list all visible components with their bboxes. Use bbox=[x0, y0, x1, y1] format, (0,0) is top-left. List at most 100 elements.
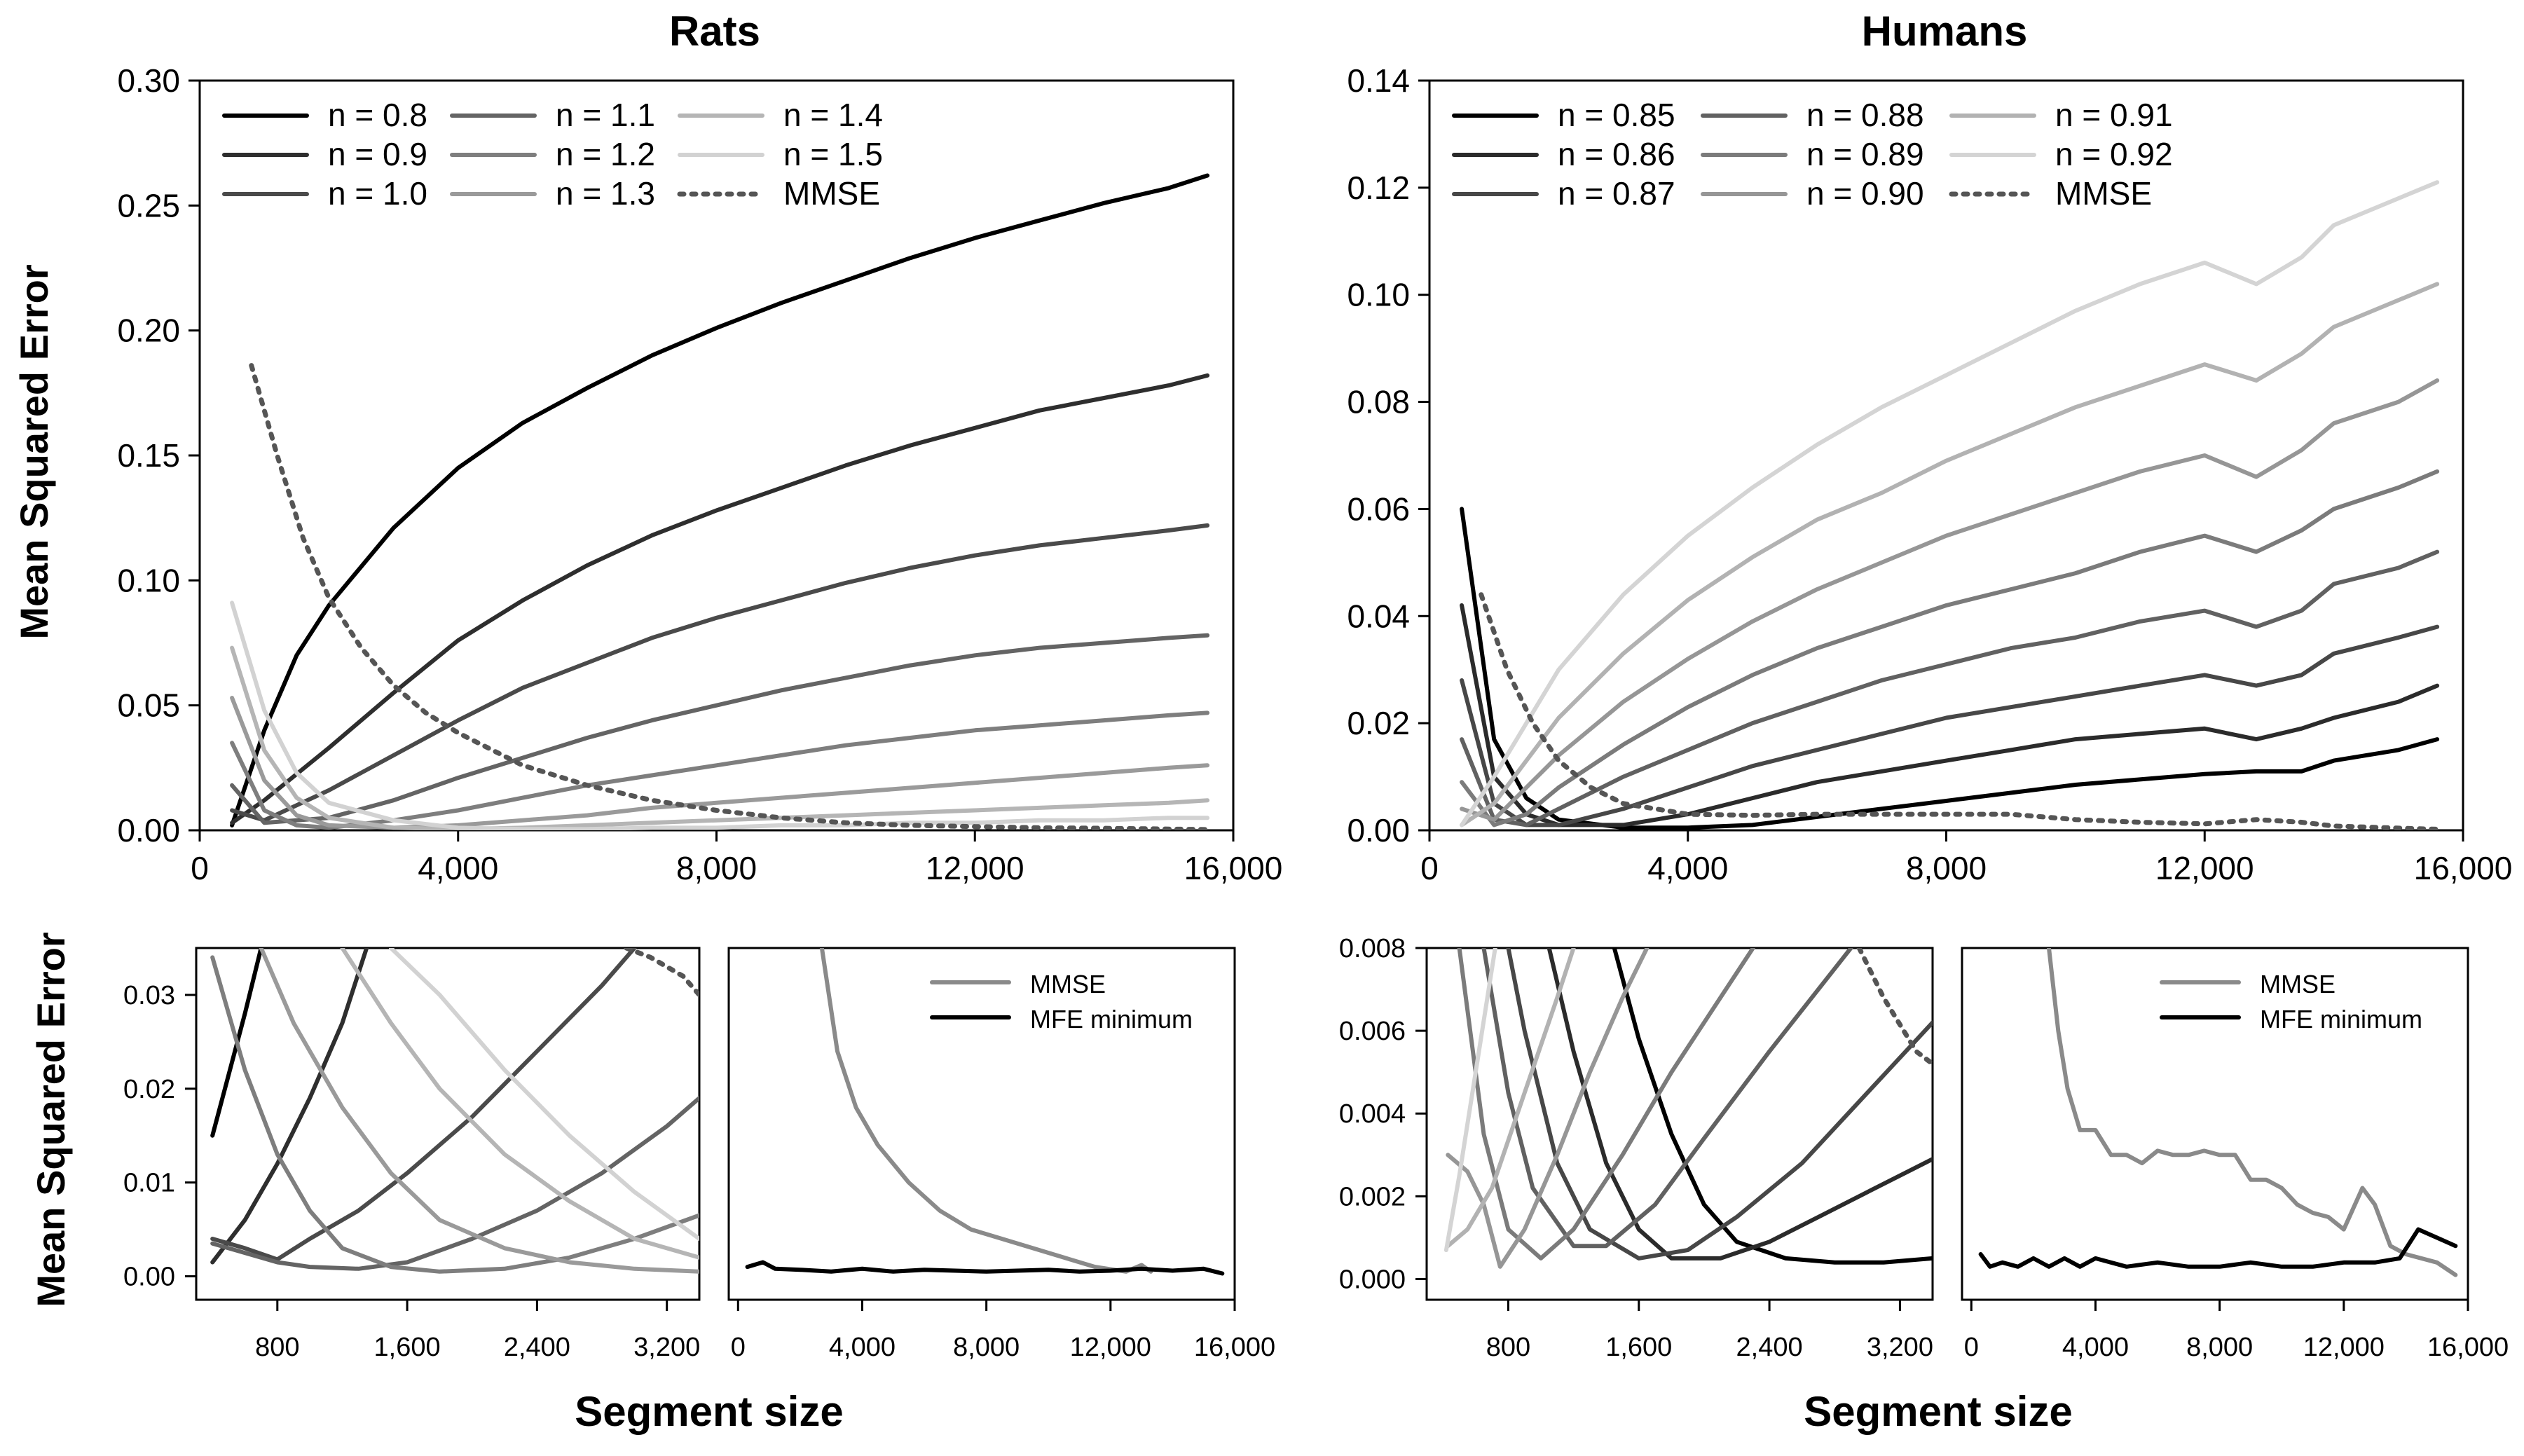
series-line-n-0-91 bbox=[1446, 948, 1576, 1249]
x-tick-label: 0 bbox=[1964, 1333, 1979, 1362]
panel-humans_zoom_left: 800 1,600 2,400 3,200 0.000 0.002 0.004 0.006 0.… bbox=[1339, 934, 1934, 1362]
x-tick-label: 2,400 bbox=[1736, 1333, 1803, 1362]
x-tick-label: 8,000 bbox=[1906, 850, 1987, 886]
series-line-n-0-88 bbox=[1460, 549, 2440, 827]
legend-label: MMSE bbox=[783, 175, 880, 212]
series-line-n-1-0 bbox=[230, 523, 1210, 823]
series-line-n-0-9 bbox=[230, 373, 1210, 825]
x-tick-label: 0 bbox=[191, 850, 209, 886]
panel-rats_zoom_right: 0 4,000 8,000 12,000 16,000 MMSE MFE minimum bbox=[727, 947, 1275, 1362]
y-tick-label: 0.30 bbox=[117, 62, 180, 99]
legend-label: n = 0.9 bbox=[328, 136, 427, 172]
series-line-n-0-90 bbox=[1446, 948, 1649, 1269]
y-axis-label-bottom: Mean Squared Error bbox=[29, 932, 73, 1307]
x-tick-label: 3,200 bbox=[1867, 1333, 1933, 1362]
x-tick-label: 1,600 bbox=[374, 1333, 441, 1362]
plot-frame bbox=[1425, 947, 1934, 1301]
series-line-n-0-87 bbox=[1506, 948, 1933, 1261]
series-line-n-0-88 bbox=[1481, 948, 1853, 1249]
x-tick-label: 12,000 bbox=[1070, 1333, 1151, 1362]
y-tick-label: 0.02 bbox=[1347, 705, 1410, 741]
x-tick-label: 8,000 bbox=[953, 1333, 1020, 1362]
x-tick-label: 800 bbox=[255, 1333, 299, 1362]
panel-rats_zoom_left: 800 1,600 2,400 3,200 0.00 0.01 0.02 0.03 bbox=[123, 947, 701, 1362]
panel-rats_main: 0 4,000 8,000 12,000 16,000 0.00 0.05 0.10 0.15 0… bbox=[117, 62, 1282, 886]
x-tick-label: 3,200 bbox=[633, 1333, 700, 1362]
y-tick-label: 0.14 bbox=[1347, 62, 1410, 99]
y-tick-label: 0.008 bbox=[1339, 934, 1406, 963]
x-tick-label: 800 bbox=[1486, 1333, 1530, 1362]
plot-frame bbox=[1961, 947, 2469, 1301]
y-tick-label: 0.00 bbox=[117, 812, 180, 849]
x-tick-label: 2,400 bbox=[504, 1333, 570, 1362]
series-line-n-1-2 bbox=[210, 955, 699, 1274]
legend-label: n = 1.5 bbox=[783, 136, 883, 172]
legend: n = 0.8n = 0.9n = 1.0n = 1.1n = 1.2n = 1… bbox=[222, 97, 883, 212]
y-tick-label: 0.08 bbox=[1347, 384, 1410, 420]
y-tick-label: 0.12 bbox=[1347, 170, 1410, 206]
series-line-n-1-1 bbox=[230, 633, 1210, 825]
x-axis-label-humans: Segment size bbox=[1804, 1388, 2072, 1435]
series-line-n-0-87 bbox=[1460, 624, 2440, 827]
x-tick-label: 16,000 bbox=[2427, 1333, 2509, 1362]
x-tick-label: 16,000 bbox=[2414, 850, 2513, 886]
series-line-n-0-85 bbox=[1612, 948, 1933, 1265]
x-tick-label: 12,000 bbox=[926, 850, 1024, 886]
series-line-mfe-minimum bbox=[745, 1260, 1225, 1276]
legend: MMSE MFE minimum bbox=[2160, 970, 2422, 1033]
series-line-n-0-92 bbox=[1443, 948, 1497, 1253]
rats-title: Rats bbox=[669, 8, 760, 55]
legend-label: n = 0.92 bbox=[2055, 136, 2173, 172]
panel-humans_main: 0 4,000 8,000 12,000 16,000 0.00 0.02 0.04 0.06 0… bbox=[1347, 62, 2512, 886]
legend-label: MFE minimum bbox=[1030, 1005, 1193, 1033]
series-line-mmse bbox=[624, 948, 699, 998]
plot-frame bbox=[727, 947, 1236, 1301]
series-group bbox=[1978, 948, 2458, 1277]
series-line-mfe-minimum bbox=[1978, 1227, 2458, 1269]
y-tick-label: 0.20 bbox=[117, 313, 180, 349]
y-tick-label: 0.05 bbox=[117, 687, 180, 724]
series-line-mmse bbox=[2047, 948, 2458, 1277]
series-line-n-0-8 bbox=[210, 948, 263, 1138]
series-group bbox=[210, 948, 699, 1274]
series-group bbox=[745, 948, 1225, 1276]
x-tick-label: 4,000 bbox=[1647, 850, 1728, 886]
series-line-n-0-85 bbox=[1460, 507, 2440, 830]
series-line-n-1-3 bbox=[259, 948, 699, 1274]
legend-label: n = 1.3 bbox=[556, 175, 655, 212]
series-line-n-0-92 bbox=[1460, 180, 2440, 827]
legend-label: n = 0.89 bbox=[1806, 136, 1924, 172]
y-tick-label: 0.10 bbox=[117, 562, 180, 598]
y-tick-label: 0.03 bbox=[123, 981, 175, 1010]
series-line-mmse bbox=[249, 363, 1210, 830]
y-axis-label-top: Mean Squared Error bbox=[12, 264, 56, 639]
y-tick-label: 0.02 bbox=[123, 1075, 175, 1104]
series-line-n-1-4 bbox=[230, 645, 1210, 830]
y-tick-label: 0.06 bbox=[1347, 490, 1410, 527]
series-line-n-0-91 bbox=[1460, 282, 2440, 827]
series-group bbox=[1460, 180, 2440, 830]
panel-humans_zoom_right: 0 4,000 8,000 12,000 16,000 MMSE MFE minimum bbox=[1961, 947, 2509, 1362]
legend: MMSE MFE minimum bbox=[930, 970, 1193, 1033]
legend-label: n = 1.4 bbox=[783, 97, 883, 133]
series-group bbox=[230, 173, 1210, 830]
series-line-n-1-5 bbox=[230, 600, 1210, 830]
series-line-n-0-9 bbox=[210, 948, 369, 1265]
x-tick-label: 1,600 bbox=[1605, 1333, 1672, 1362]
x-tick-label: 0 bbox=[1420, 850, 1439, 886]
x-tick-label: 16,000 bbox=[1194, 1333, 1275, 1362]
legend-label: MMSE bbox=[2055, 175, 2152, 212]
y-tick-label: 0.00 bbox=[1347, 812, 1410, 849]
x-tick-label: 0 bbox=[731, 1333, 746, 1362]
series-line-n-1-1 bbox=[210, 1096, 699, 1271]
plot-frame bbox=[195, 947, 701, 1301]
series-line-n-1-2 bbox=[230, 710, 1210, 830]
series-line-mmse bbox=[1479, 592, 2440, 830]
x-tick-label: 12,000 bbox=[2303, 1333, 2385, 1362]
x-axis-label-rats: Segment size bbox=[575, 1388, 843, 1435]
x-tick-label: 12,000 bbox=[2155, 850, 2254, 886]
legend-label: n = 0.88 bbox=[1806, 97, 1924, 133]
series-line-n-1-0 bbox=[210, 948, 637, 1262]
y-tick-label: 0.002 bbox=[1339, 1182, 1406, 1211]
